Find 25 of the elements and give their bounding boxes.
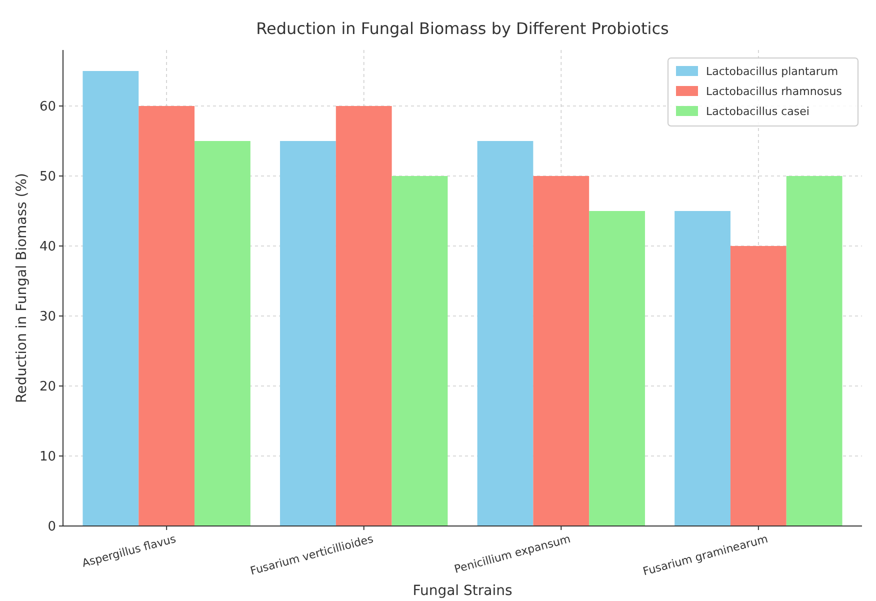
bar xyxy=(392,176,448,526)
legend-label: Lactobacillus plantarum xyxy=(706,64,838,78)
bar xyxy=(82,71,139,526)
bar xyxy=(138,106,195,526)
legend-label: Lactobacillus rhamnosus xyxy=(706,84,842,98)
legend-label: Lactobacillus casei xyxy=(706,104,810,118)
y-axis-title: Reduction in Fungal Biomass (%) xyxy=(14,172,30,404)
bar xyxy=(589,211,645,526)
y-tick-label: 60 xyxy=(39,100,56,115)
bar xyxy=(280,141,336,526)
chart-title: Reduction in Fungal Biomass by Different Probiotics xyxy=(256,19,669,38)
y-tick-label: 10 xyxy=(39,450,56,465)
bar xyxy=(674,211,730,526)
bar xyxy=(533,176,590,526)
bar xyxy=(336,106,392,526)
x-axis-title: Fungal Strains xyxy=(412,583,512,599)
y-tick-label: 20 xyxy=(39,380,56,395)
bar xyxy=(477,141,534,526)
y-tick-label: 0 xyxy=(48,520,56,535)
bar xyxy=(194,141,250,526)
bar xyxy=(730,246,786,526)
y-tick-label: 40 xyxy=(39,240,56,255)
y-tick-label: 50 xyxy=(39,170,56,185)
bar xyxy=(786,176,842,526)
y-tick-label: 30 xyxy=(39,310,56,325)
